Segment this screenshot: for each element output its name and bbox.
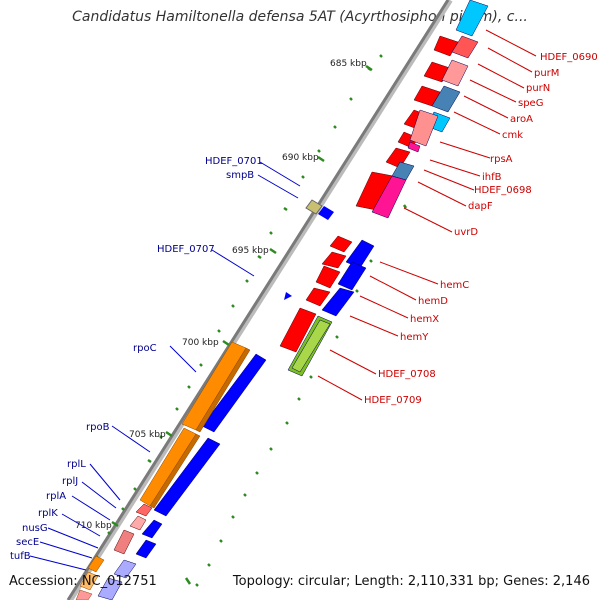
gene-label-left: rplA [46,491,66,502]
tick-label: 710 kbp [75,521,112,531]
gene-label-right: speG [518,98,543,109]
gene-label-right: uvrD [454,227,478,238]
gene-label-left: rplL [67,459,86,470]
map-title: Candidatus Hamiltonella defensa 5AT (Acy… [72,9,528,25]
small-features [284,199,334,300]
topology-label: Topology: circular; Length: 2,110,331 bp… [232,574,590,589]
gene-label-right: HDEF_0709 [364,395,422,406]
gene-label-right: hemX [410,314,439,325]
kbp-tick-marks [111,64,373,528]
gene-label-left: HDEF_0701 [205,156,263,167]
gene-label-left: rpoB [86,422,110,433]
gene-label-right: hemC [440,280,469,291]
gene-label-right: hemD [418,296,448,307]
gene-label-left: nusG [22,523,48,534]
tick-label: 690 kbp [282,153,319,163]
gene-label-right: ihfB [482,172,502,183]
gene-label-left: rpoC [133,343,157,354]
backbone [66,0,453,600]
gene-label-left: rplJ [62,476,78,487]
gene-label-left: smpB [226,170,254,181]
gene-label-left: tufB [10,551,31,562]
gene-label-right: cmk [502,130,523,141]
gene-label-left: rplK [38,508,58,519]
rpo-genes [75,341,251,600]
leader-lines-right [317,29,537,401]
gene-label-right: dapF [468,201,493,212]
leader-lines-left [29,161,301,571]
accession-label: Accession: NC_012751 [9,574,157,589]
gene-label-right: HDEF_0708 [378,369,436,380]
gene-label-right: rpsA [490,154,513,165]
gene-label-right: purN [526,83,550,94]
gene-label-right: purM [534,68,559,79]
tick-label: 705 kbp [129,430,166,440]
gene-label-right: HDEF_0698 [474,185,532,196]
tick-label: 685 kbp [330,59,367,69]
gene-label-right: aroA [510,114,533,125]
gene-label-left: HDEF_0707 [157,244,215,255]
tick-label: 700 kbp [182,338,219,348]
gene-label-right: HDEF_0690 [540,52,598,63]
gene-features-inner [97,0,489,600]
tick-label: 695 kbp [232,246,269,256]
gene-label-right: hemY [400,332,429,343]
gene-label-left: secE [16,537,39,548]
